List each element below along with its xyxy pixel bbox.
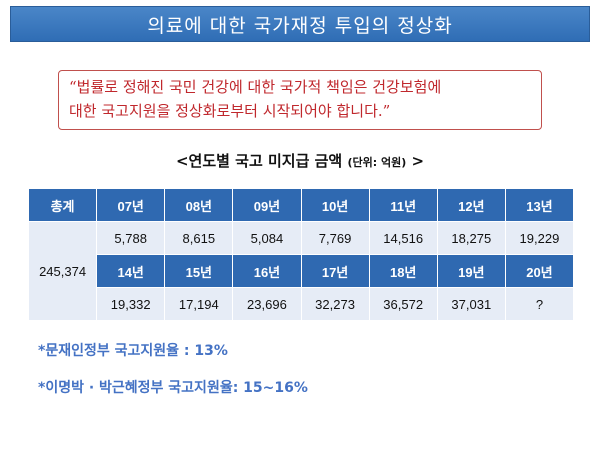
year-header: 18년 [368, 254, 438, 288]
slide-title: 의료에 대한 국가재정 투입의 정상화 [147, 14, 453, 37]
values-row-2: 19,332 17,194 23,696 32,273 36,572 37,03… [29, 287, 575, 321]
header-row-1: 총계 07년 08년 09년 10년 11년 12년 13년 [27, 188, 575, 222]
table-title-close: > [411, 152, 425, 170]
value-cell: 5,788 [96, 221, 166, 255]
table-unit: (단위: 억원) [347, 156, 407, 169]
value-cell: 37,031 [436, 287, 506, 321]
value-cell: 17,194 [164, 287, 234, 321]
value-cell: 5,084 [232, 221, 302, 255]
values-row-1: 245,374 5,788 8,615 5,084 7,769 14,516 1… [27, 221, 575, 321]
year-header: 17년 [300, 254, 370, 288]
year-header: 20년 [504, 254, 575, 288]
value-cell: 18,275 [436, 221, 506, 255]
value-cell: 7,769 [300, 221, 370, 255]
value-cell: 14,516 [368, 221, 438, 255]
year-header: 19년 [436, 254, 506, 288]
value-cell: 36,572 [368, 287, 438, 321]
total-value: 245,374 [27, 221, 98, 321]
quote-line-2: 대한 국고지원을 정상화로부터 시작되어야 합니다.” [69, 102, 391, 120]
value-cell: 19,229 [504, 221, 575, 255]
value-cell: 23,696 [232, 287, 302, 321]
year-header: 09년 [232, 188, 302, 222]
year-header: 16년 [232, 254, 302, 288]
year-header: 10년 [300, 188, 370, 222]
unpaid-subsidy-table: 총계 07년 08년 09년 10년 11년 12년 13년 245,374 5… [27, 188, 575, 321]
header-row-2: 14년 15년 16년 17년 18년 19년 20년 [29, 254, 575, 288]
value-cell: 19,332 [96, 287, 166, 321]
year-header: 11년 [368, 188, 438, 222]
year-header: 08년 [164, 188, 234, 222]
table-title-text: <연도별 국고 미지급 금액 [175, 152, 343, 170]
year-header: 14년 [96, 254, 166, 288]
title-bar: 의료에 대한 국가재정 투입의 정상화 [10, 6, 590, 42]
year-header: 07년 [96, 188, 166, 222]
note-moon-government: *문재인정부 국고지원율 : 13% [38, 343, 228, 359]
total-header: 총계 [27, 188, 98, 222]
value-cell: ? [504, 287, 575, 321]
year-header: 15년 [164, 254, 234, 288]
table-title: <연도별 국고 미지급 금액 (단위: 억원) > [0, 150, 600, 171]
value-cell: 32,273 [300, 287, 370, 321]
year-header: 12년 [436, 188, 506, 222]
note-lee-park-government: *이명박 · 박근혜정부 국고지원율: 15~16% [38, 380, 308, 396]
value-cell: 8,615 [164, 221, 234, 255]
year-header: 13년 [504, 188, 575, 222]
quote-box: “법률로 정해진 국민 건강에 대한 국가적 책임은 건강보험에 대한 국고지원… [58, 70, 542, 130]
quote-line-1: “법률로 정해진 국민 건강에 대한 국가적 책임은 건강보험에 [69, 78, 442, 96]
